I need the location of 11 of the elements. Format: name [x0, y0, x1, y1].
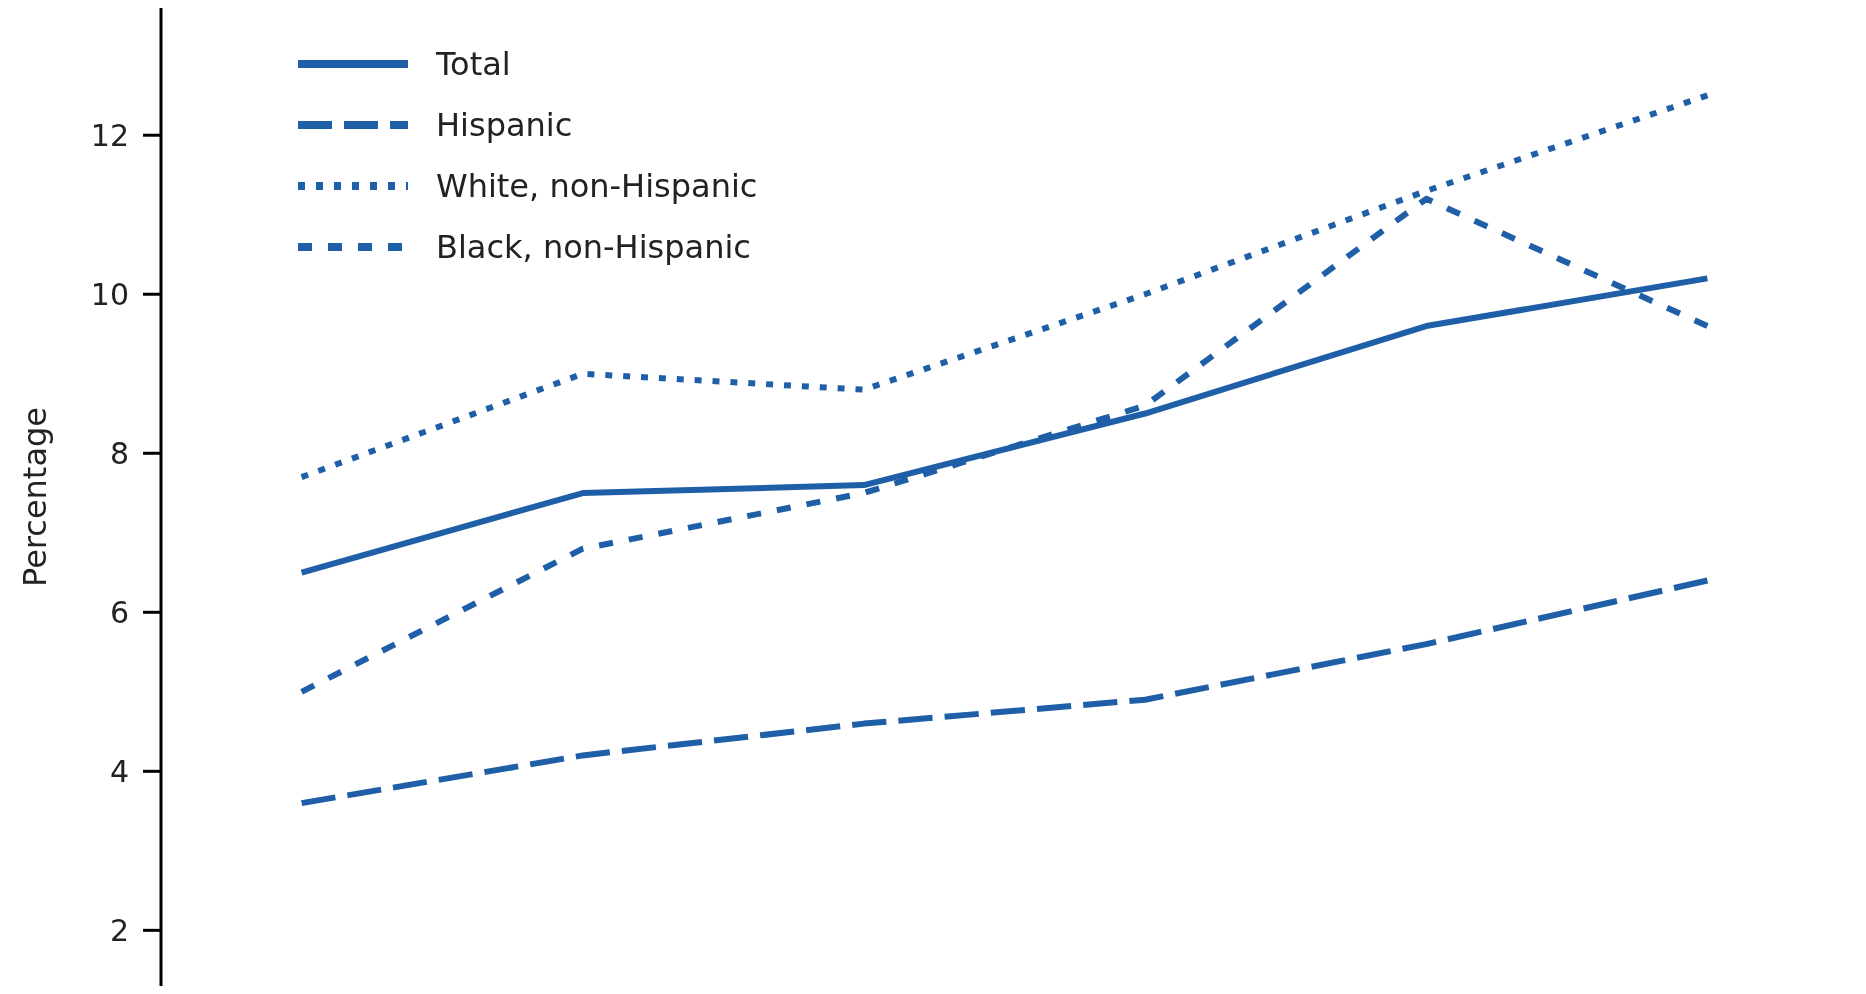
legend-label: Hispanic [436, 106, 573, 145]
legend-label: Total [435, 45, 511, 84]
y-tick-label: 6 [109, 594, 129, 630]
legend-label: White, non-Hispanic [436, 167, 758, 206]
y-tick-label: 8 [109, 435, 129, 471]
y-tick-label: 4 [109, 753, 129, 789]
legend-label: Black, non-Hispanic [436, 228, 751, 267]
y-axis-title: Percentage [16, 406, 54, 588]
y-tick-label: 12 [90, 117, 129, 153]
y-tick-label: 2 [109, 912, 129, 948]
y-tick-label: 10 [90, 276, 129, 312]
